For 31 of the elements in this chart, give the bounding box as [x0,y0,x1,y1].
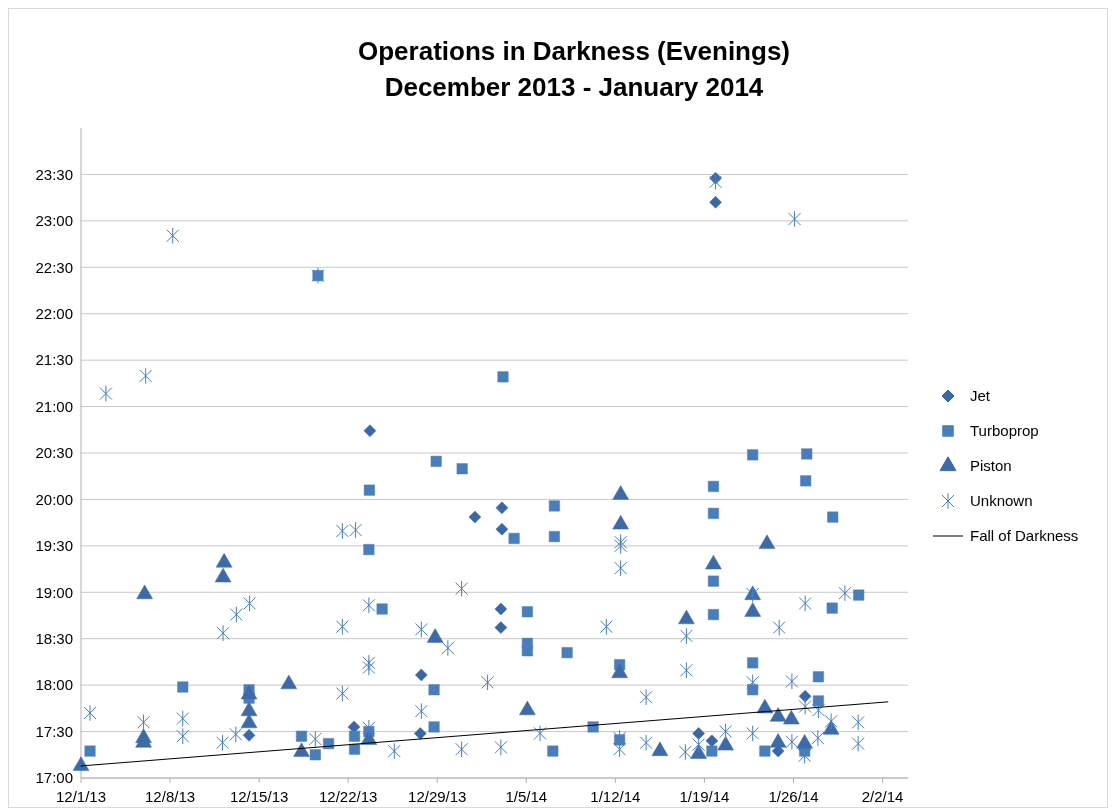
y-tick-label: 23:00 [35,212,73,230]
y-tick-label: 20:30 [35,444,73,462]
legend-label: Jet [970,387,991,405]
legend-label: Fall of Darkness [970,527,1079,545]
legend-label: Turboprop [970,422,1039,440]
y-tick-label: 22:00 [35,304,73,322]
y-tick-label: 19:00 [35,583,73,601]
legend-label: Unknown [970,492,1033,510]
legend-label: Piston [970,457,1012,475]
y-tick-label: 18:30 [35,629,73,647]
chart-title: Operations in Darkness (Evenings) [357,36,791,66]
y-tick-label: 21:00 [35,397,73,415]
x-tick-label: 12/29/13 [408,788,467,805]
x-tick-label: 12/22/13 [318,788,378,805]
y-tick-label: 19:30 [35,537,73,555]
x-tick-label: 1/5/14 [505,788,548,805]
y-tick-label: 21:30 [35,351,73,369]
y-tick-label: 18:00 [35,676,73,694]
x-tick-label: 12/1/13 [55,788,107,805]
y-tick-label: 20:00 [35,490,73,508]
y-tick-label: 17:00 [35,769,73,787]
x-tick-label: 12/15/13 [229,788,289,805]
chart-subtitle: December 2013 - January 2014 [384,72,764,102]
x-tick-label: 12/8/13 [145,788,196,805]
x-tick-label: 2/2/14 [861,788,904,805]
y-tick-label: 17:30 [35,722,73,740]
x-tick-label: 1/26/14 [768,788,819,805]
y-tick-label: 22:30 [35,258,73,276]
x-tick-label: 1/12/14 [590,788,641,805]
x-tick-label: 1/19/14 [679,788,730,805]
y-tick-label: 23:30 [35,165,73,183]
